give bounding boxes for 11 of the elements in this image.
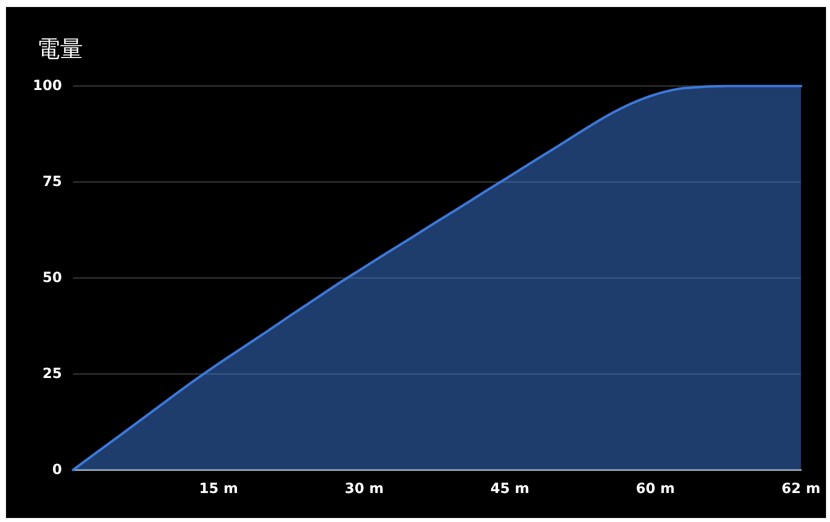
y-tick-label: 25 [42,366,62,382]
x-tick-label: 60 m [636,481,675,497]
x-tick-label: 62 m [782,481,820,497]
y-tick-label: 75 [42,174,62,190]
x-tick-label: 45 m [490,481,530,497]
y-tick-label: 100 [32,78,62,94]
y-tick-label: 0 [52,462,62,478]
x-tick-label: 30 m [344,481,384,497]
x-tick-label: 15 m [199,481,238,497]
chart-title: 電量 [37,36,83,62]
y-tick-label: 50 [42,270,62,286]
